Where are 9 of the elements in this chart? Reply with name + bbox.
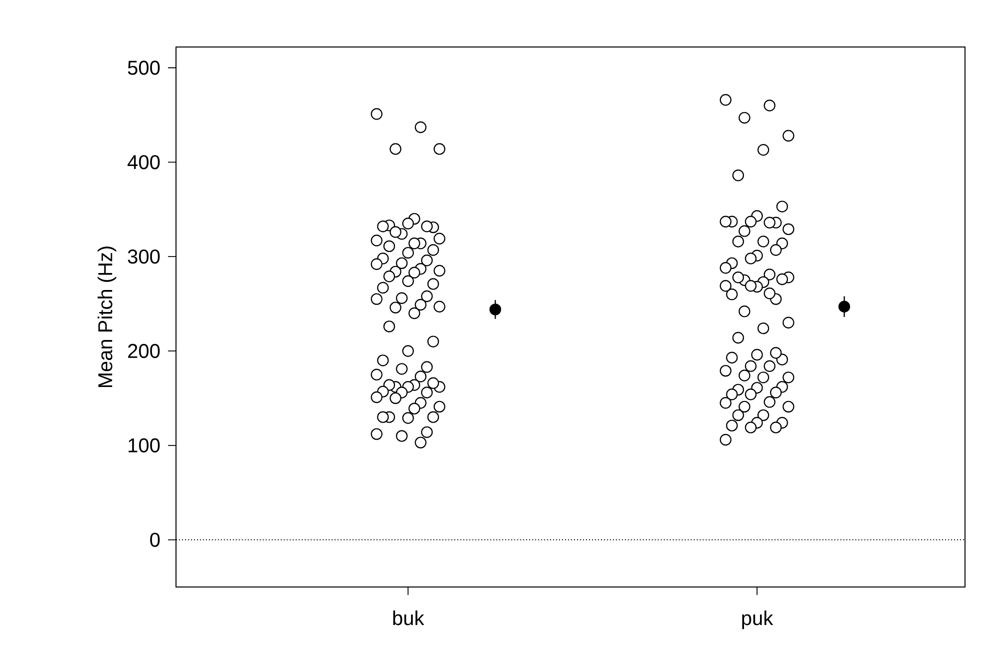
y-tick-label: 400 — [128, 155, 160, 170]
y-tick-label: 300 — [128, 249, 160, 264]
x-tick-label: buk — [393, 610, 424, 626]
y-tick-label: 100 — [128, 438, 160, 452]
y-tick-label: 500 — [128, 60, 160, 75]
y-tick-label: 0 — [150, 532, 160, 547]
y-axis-title: Mean Pitch (Hz) — [98, 246, 116, 388]
x-tick-label: puk — [742, 610, 774, 630]
y-tick-label: 200 — [128, 344, 160, 358]
